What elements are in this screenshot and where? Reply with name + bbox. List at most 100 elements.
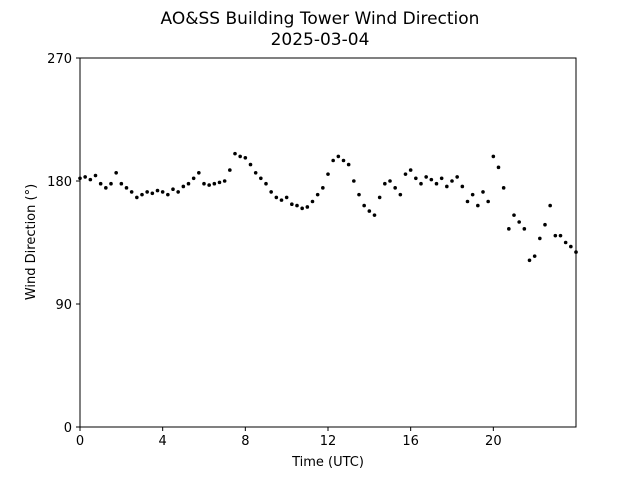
data-point: [496, 165, 501, 170]
data-point: [238, 154, 242, 159]
data-point: [145, 190, 149, 194]
x-tick-label: 4: [159, 434, 167, 449]
x-tick-label: 12: [320, 434, 337, 449]
data-point: [269, 190, 273, 194]
data-point: [140, 192, 144, 197]
data-point: [217, 180, 222, 185]
data-point: [532, 254, 537, 258]
data-point: [346, 162, 351, 167]
data-point: [119, 181, 124, 186]
data-point: [331, 158, 335, 163]
data-point: [202, 181, 206, 186]
data-point: [403, 172, 408, 176]
data-point: [460, 184, 465, 189]
y-tick-label: 90: [55, 298, 72, 313]
data-point: [398, 192, 403, 197]
plot-area: [78, 151, 578, 263]
data-point: [321, 186, 325, 190]
x-tick-label: 8: [241, 434, 249, 449]
data-point: [315, 192, 320, 197]
data-point: [548, 203, 552, 208]
data-point: [481, 190, 485, 194]
data-point: [450, 179, 454, 183]
data-point: [264, 181, 268, 186]
data-point: [465, 199, 470, 204]
data-point: [527, 258, 532, 263]
data-point: [393, 186, 397, 190]
data-point: [160, 190, 165, 194]
data-point: [207, 183, 211, 187]
data-point: [295, 203, 299, 208]
data-point: [259, 176, 263, 181]
data-point: [248, 162, 253, 167]
data-point: [357, 192, 361, 197]
data-point: [166, 192, 170, 197]
data-point: [300, 206, 304, 211]
y-tick-label: 270: [47, 52, 72, 67]
data-point: [336, 154, 341, 159]
data-point: [83, 175, 87, 179]
data-point: [253, 171, 258, 175]
data-point: [104, 186, 108, 190]
data-point: [155, 188, 160, 193]
data-point: [538, 236, 542, 241]
chart-title: AO&SS Building Tower Wind Direction: [161, 9, 480, 29]
data-point: [279, 198, 284, 202]
data-point: [176, 190, 180, 194]
data-point: [377, 195, 382, 200]
data-point: [124, 186, 129, 190]
data-point: [352, 179, 356, 183]
data-point: [486, 199, 490, 204]
x-tick-label: 16: [402, 434, 419, 449]
data-point: [129, 190, 134, 194]
data-point: [553, 233, 558, 238]
data-point: [414, 176, 418, 181]
data-point: [408, 168, 413, 172]
data-point: [512, 213, 516, 217]
data-point: [186, 181, 191, 186]
data-point: [305, 205, 310, 209]
data-point: [233, 151, 237, 156]
data-point: [569, 244, 573, 249]
y-tick-label: 180: [47, 175, 72, 190]
data-point: [367, 209, 372, 213]
data-point: [543, 222, 547, 227]
data-point: [439, 176, 444, 181]
data-point: [326, 172, 330, 176]
data-point: [191, 176, 196, 181]
data-point: [310, 199, 315, 204]
data-point: [362, 203, 366, 208]
y-axis-label: Wind Direction (°): [24, 184, 39, 300]
data-point: [197, 171, 201, 175]
data-point: [243, 155, 248, 160]
data-point: [445, 184, 449, 189]
data-point: [372, 213, 377, 217]
x-tick-label: 0: [76, 434, 84, 449]
data-point: [228, 168, 232, 172]
data-point: [563, 240, 568, 245]
data-point: [424, 175, 428, 179]
data-point: [476, 203, 480, 208]
data-point: [181, 184, 186, 189]
data-point: [429, 177, 434, 182]
data-point: [341, 158, 346, 163]
x-tick-label: 20: [485, 434, 502, 449]
data-point: [150, 191, 155, 196]
data-point: [434, 181, 439, 186]
data-point: [470, 192, 475, 197]
data-point: [98, 181, 103, 186]
data-point: [284, 195, 289, 200]
data-point: [388, 179, 392, 183]
data-point: [135, 195, 139, 200]
data-point: [109, 181, 113, 186]
x-axis-label: Time (UTC): [291, 455, 364, 470]
data-point: [558, 233, 563, 238]
data-point: [455, 175, 459, 179]
data-point: [114, 171, 118, 175]
data-point: [419, 181, 423, 186]
data-point: [274, 195, 279, 200]
data-point: [501, 186, 506, 190]
data-point: [171, 187, 175, 191]
